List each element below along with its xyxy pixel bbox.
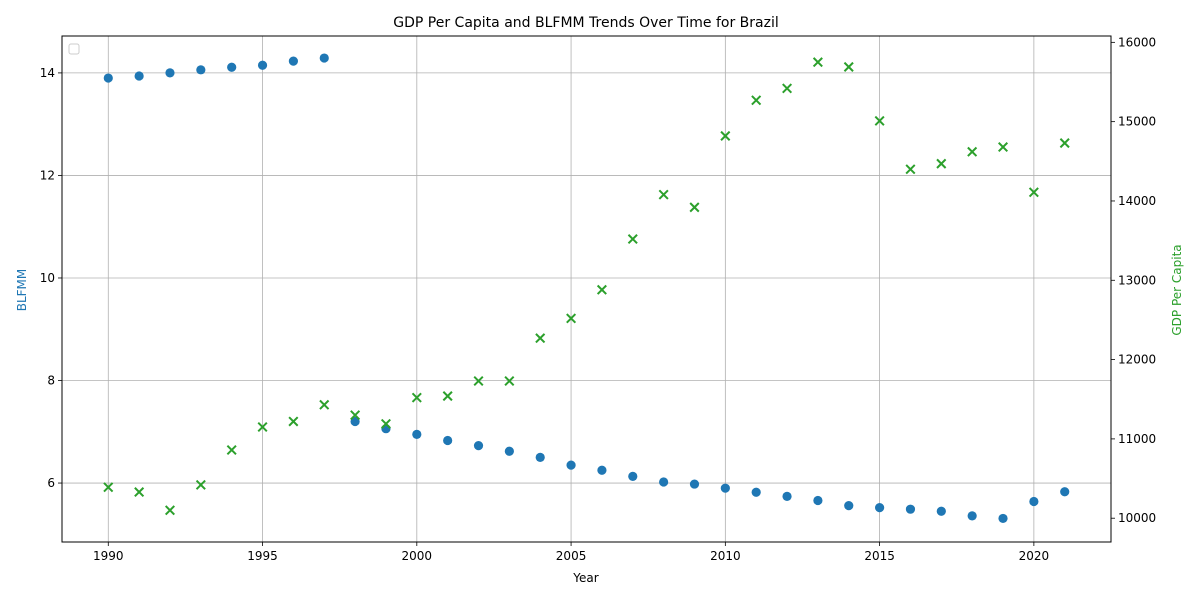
x-tick-label: 2020 xyxy=(1019,549,1050,563)
gdp-per-capita-point xyxy=(998,142,1009,153)
blfmm-point xyxy=(350,416,360,427)
chart-title: GDP Per Capita and BLFMM Trends Over Tim… xyxy=(393,15,778,31)
x-axis-title: Year xyxy=(572,571,598,585)
y-right-tick-label: 11000 xyxy=(1118,432,1156,446)
blfmm-point xyxy=(844,501,854,511)
x-axis: 1990 1995 2000 2005 2010 2015 2020 xyxy=(93,542,1049,563)
gdp-per-capita-point xyxy=(627,234,638,245)
gdp-per-capita-point xyxy=(843,61,854,72)
gdp-per-capita-point xyxy=(905,164,916,175)
x-tick-label: 2010 xyxy=(710,549,741,563)
gdp-per-capita-point xyxy=(566,313,577,324)
gdp-per-capita-point xyxy=(782,83,793,94)
gdp-per-capita-point xyxy=(720,130,731,141)
x-tick-label: 2000 xyxy=(402,549,433,563)
gdp-per-capita-point xyxy=(134,487,145,498)
gdp-per-capita-point xyxy=(442,391,453,402)
gdp-per-capita-point xyxy=(535,333,546,344)
gdp-per-capita-point xyxy=(103,482,114,493)
y-right-tick-label: 10000 xyxy=(1118,511,1156,525)
gdp-per-capita-point xyxy=(411,392,422,403)
gdp-per-capita-point xyxy=(319,399,330,410)
y-right-tick-label: 12000 xyxy=(1118,353,1156,367)
gdp-per-capita-point xyxy=(751,95,762,106)
blfmm-point xyxy=(628,471,638,481)
blfmm-point xyxy=(998,513,1008,524)
gdp-per-capita-point xyxy=(380,418,391,429)
y-axis-right-title: GDP Per Capita xyxy=(1170,244,1184,335)
gdp-per-capita-point xyxy=(195,479,206,490)
blfmm-point xyxy=(412,429,422,439)
x-tick-label: 1995 xyxy=(247,549,278,563)
blfmm-point xyxy=(1060,487,1070,497)
y-axis-left-title: BLFMM xyxy=(15,269,29,312)
blfmm-point xyxy=(535,452,545,463)
gdp-per-capita-point xyxy=(504,375,515,387)
blfmm-point xyxy=(782,491,792,501)
legend-box xyxy=(68,43,80,55)
gdp-per-capita-point xyxy=(967,146,978,157)
gdp-per-capita-point xyxy=(226,444,237,456)
series-gdp-per-capita xyxy=(103,57,1070,516)
y-axis-left: 6 8 10 12 14 xyxy=(40,66,62,490)
gdp-per-capita-point xyxy=(164,505,175,516)
y-right-tick-label: 13000 xyxy=(1118,273,1156,287)
blfmm-point xyxy=(566,460,576,470)
blfmm-point xyxy=(165,68,175,78)
blfmm-point xyxy=(257,60,268,70)
y-right-tick-label: 15000 xyxy=(1118,115,1156,129)
blfmm-point xyxy=(751,487,761,497)
gdp-per-capita-point xyxy=(658,189,669,200)
blfmm-point xyxy=(196,65,206,75)
gdp-per-capita-point xyxy=(936,158,947,169)
gdp-per-capita-point xyxy=(257,421,268,433)
gdp-per-capita-point xyxy=(874,115,885,126)
blfmm-point xyxy=(473,441,484,451)
gdp-per-capita-point xyxy=(350,410,361,421)
blfmm-point xyxy=(288,56,298,66)
blfmm-point xyxy=(504,446,514,456)
gdp-per-capita-point xyxy=(473,375,484,387)
gdp-per-capita-point xyxy=(596,284,607,295)
blfmm-point xyxy=(103,73,113,83)
y-right-tick-label: 14000 xyxy=(1118,194,1156,208)
blfmm-point xyxy=(597,465,607,475)
blfmm-point xyxy=(381,424,391,434)
blfmm-point xyxy=(905,504,916,514)
x-tick-label: 1990 xyxy=(93,549,124,563)
y-left-tick-label: 10 xyxy=(40,271,55,285)
blfmm-point xyxy=(936,506,946,516)
y-left-tick-label: 6 xyxy=(47,476,55,490)
blfmm-point xyxy=(689,479,700,489)
series-blfmm xyxy=(103,53,1070,524)
gdp-per-capita-point xyxy=(812,57,823,68)
gdp-per-capita-point xyxy=(689,202,700,213)
x-tick-label: 2005 xyxy=(556,549,587,563)
blfmm-point xyxy=(813,495,823,506)
x-tick-label: 2015 xyxy=(864,549,895,563)
blfmm-point xyxy=(134,71,144,81)
y-right-tick-label: 16000 xyxy=(1118,35,1156,49)
blfmm-point xyxy=(227,62,237,72)
blfmm-point xyxy=(319,53,329,63)
blfmm-point xyxy=(967,511,977,521)
gdp-per-capita-point xyxy=(1059,138,1070,149)
y-left-tick-label: 12 xyxy=(40,168,55,182)
y-left-tick-label: 14 xyxy=(40,66,55,80)
blfmm-point xyxy=(720,483,730,493)
blfmm-point xyxy=(875,503,885,513)
blfmm-point xyxy=(443,435,453,446)
gdp-per-capita-point xyxy=(288,416,299,427)
plot-frame xyxy=(61,35,1112,543)
y-axis-right: 10000 11000 12000 13000 14000 15000 16000 xyxy=(1111,35,1156,525)
blfmm-point xyxy=(1029,496,1039,507)
y-left-tick-label: 8 xyxy=(47,374,55,388)
gdp-per-capita-point xyxy=(1028,187,1039,198)
blfmm-point xyxy=(659,477,669,487)
